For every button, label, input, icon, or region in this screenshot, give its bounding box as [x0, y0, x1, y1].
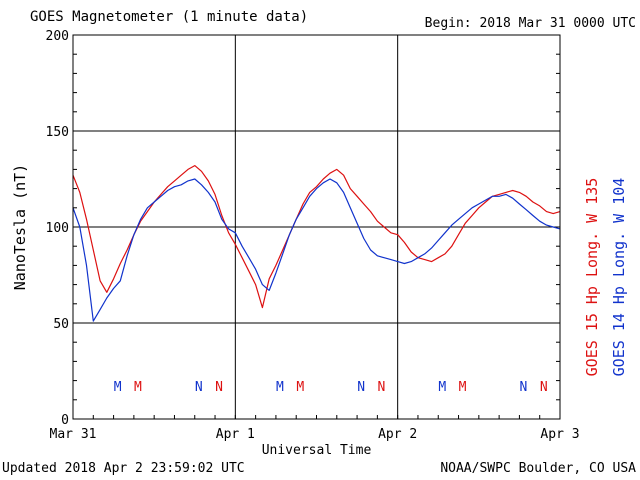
event-marker: N: [195, 380, 203, 395]
legend-goes14: GOES 14 Hp Long. W 104: [610, 178, 628, 377]
source-label: NOAA/SWPC Boulder, CO USA: [440, 461, 636, 476]
event-marker: N: [215, 380, 223, 395]
series-line-goes15: [72, 165, 561, 309]
chart-title: GOES Magnetometer (1 minute data): [30, 9, 309, 25]
axis-ticks: 0 50 100 150 200 Mar 31 Apr 1 Apr 2 Apr 3: [46, 29, 580, 442]
event-marker: M: [296, 380, 304, 395]
series-layer: [72, 165, 561, 322]
event-marker: M: [276, 380, 284, 395]
event-marker: N: [378, 380, 386, 395]
y-tick-label: 0: [61, 413, 69, 428]
x-tick-label: Apr 1: [216, 427, 255, 442]
event-marker: M: [134, 380, 142, 395]
begin-time-label: Begin: 2018 Mar 31 0000 UTC: [424, 16, 636, 31]
grid-lines: [73, 35, 560, 419]
event-marker: N: [357, 380, 365, 395]
x-tick-label: Mar 31: [50, 427, 97, 442]
event-marker: N: [520, 380, 528, 395]
updated-timestamp: Updated 2018 Apr 2 23:59:02 UTC: [2, 461, 245, 476]
y-tick-label: 100: [46, 221, 69, 236]
y-axis-label: NanoTesla (nT): [11, 164, 29, 290]
event-marker: M: [459, 380, 467, 395]
x-axis-label: Universal Time: [262, 443, 372, 458]
y-tick-label: 200: [46, 29, 69, 44]
plot-frame: [72, 34, 561, 420]
event-marker: M: [438, 380, 446, 395]
series-line-goes14: [72, 178, 561, 322]
legend-goes15: GOES 15 Hp Long. W 135: [583, 178, 601, 377]
y-tick-label: 150: [46, 125, 69, 140]
event-marker: N: [540, 380, 548, 395]
x-tick-label: Apr 2: [378, 427, 417, 442]
event-marker: M: [114, 380, 122, 395]
x-tick-label: Apr 3: [540, 427, 579, 442]
y-tick-label: 50: [53, 317, 69, 332]
